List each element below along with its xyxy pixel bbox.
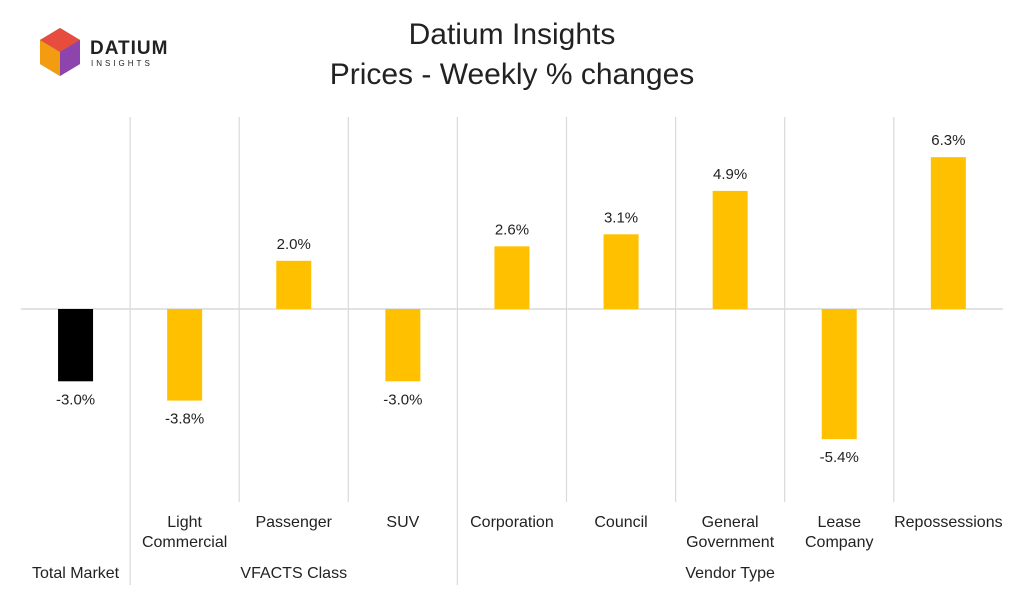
value-label: -3.8% [165, 411, 204, 428]
x-tick-label: Passenger [255, 514, 332, 531]
group-label: Vendor Type [685, 565, 775, 582]
group-label: VFACTS Class [240, 565, 348, 582]
x-tick-label: Light Commercial [141, 514, 228, 551]
bar [385, 309, 421, 382]
x-tick-label: Corporation [470, 514, 554, 531]
bar [930, 157, 966, 309]
x-tick-label: SUV [386, 514, 420, 531]
x-tick-label: Repossessions [894, 514, 1003, 531]
bar [276, 260, 312, 309]
value-label: 3.1% [604, 209, 638, 226]
x-tick-label: Council [594, 514, 648, 531]
bar [58, 309, 94, 382]
bar [712, 190, 748, 309]
value-label: -5.4% [820, 449, 859, 466]
chart-subtitle: Prices - Weekly % changes [330, 58, 695, 91]
bar [167, 309, 203, 401]
value-label: 2.6% [495, 221, 529, 238]
value-label: 4.9% [713, 166, 747, 183]
value-label: -3.0% [56, 391, 95, 408]
logo-name: DATIUM [90, 38, 168, 59]
bar [821, 309, 857, 440]
value-label: 6.3% [931, 132, 965, 149]
chart-title: Datium Insights [409, 18, 616, 51]
x-tick-label: General Government [686, 514, 775, 551]
logo-mark-right [60, 40, 80, 76]
x-tick-label: Lease Company [804, 514, 874, 551]
logo-tagline: INSIGHTS [91, 59, 153, 68]
logo-mark-left [40, 40, 60, 76]
group-label: Total Market [31, 565, 120, 582]
bar [603, 234, 639, 309]
value-label: 2.0% [277, 236, 311, 253]
bar [494, 246, 530, 309]
value-label: -3.0% [383, 391, 422, 408]
logo: DATIUM INSIGHTS [40, 28, 168, 76]
